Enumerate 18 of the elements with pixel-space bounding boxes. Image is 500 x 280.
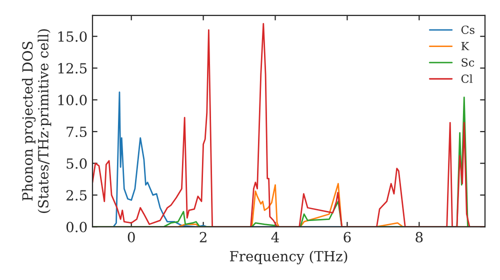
legend-label: Cl — [461, 74, 473, 83]
x-tick-label: 6 — [344, 232, 351, 242]
y-tick-label: 0.0 — [66, 222, 87, 232]
y-tick-label: 7.5 — [66, 126, 87, 138]
y-tick-label: 2.5 — [66, 190, 87, 201]
legend-label: K — [461, 42, 470, 50]
x-tick-label: 0 — [128, 232, 135, 242]
x-tick-label: 8 — [416, 232, 423, 242]
y-tick-label: 5.0 — [66, 158, 87, 169]
x-tick-label: 2 — [200, 232, 206, 242]
x-tick-label: 4 — [271, 232, 279, 242]
legend-label: Cs — [461, 26, 474, 34]
legend-label: Sc — [462, 58, 474, 67]
y-tick-label: 10.0 — [58, 94, 87, 106]
x-axis-title: Frequency (THz) — [230, 250, 348, 264]
y-tick-label: 15.0 — [58, 31, 87, 42]
y-tick-label: 12.5 — [58, 63, 87, 74]
y-axis-title: Phonon projected DOS (States/THz·primitive cell) — [22, 29, 52, 213]
